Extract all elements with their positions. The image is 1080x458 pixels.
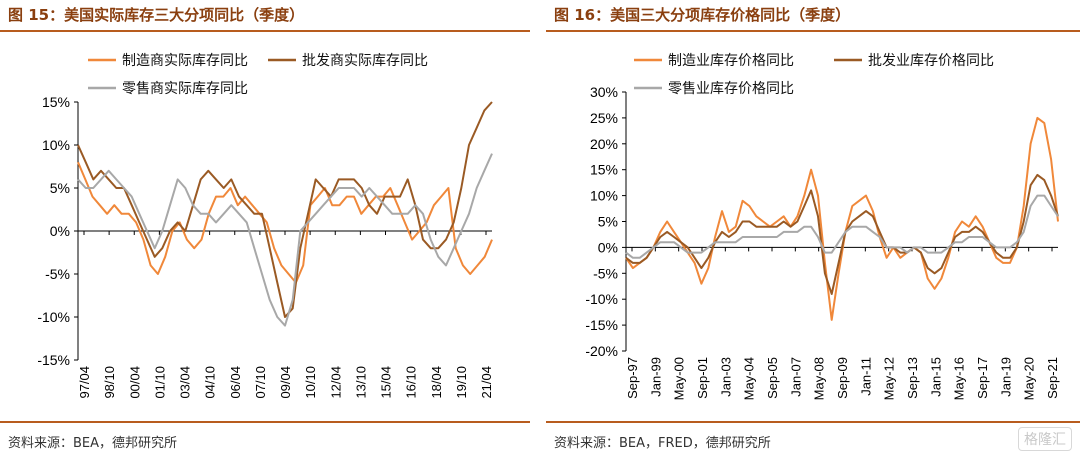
x-tick-label: 07/10 [253,366,268,399]
x-tick-label: 13/10 [353,366,368,399]
x-tick-label: 97/04 [77,366,92,399]
x-tick-label: Sep-17 [975,357,990,399]
figure-15-title: 图 15：美国实际库存三大分项同比（季度） [8,6,305,24]
y-tick-label: -20% [585,343,618,359]
legend-label: 批发业库存价格同比 [868,52,994,68]
legend-label: 批发商实际库存同比 [302,52,428,68]
source-note-left: 资料来源：BEA，德邦研究所 [8,436,178,451]
y-tick-label: 5% [50,180,70,196]
x-tick-label: May-04 [742,357,757,400]
legend-label: 制造商实际库存同比 [122,52,248,68]
title-rule-left [0,30,530,32]
y-tick-label: 0% [50,223,70,239]
y-tick-label: 20% [590,136,618,152]
x-tick-label: 03/04 [178,366,193,399]
chart-15: 15% 10% 5% 0% -5% -10% -15% 97/04 98/10 00/04 01/1… [37,52,494,399]
x-tick-label: 06/04 [228,366,243,399]
series-line-2 [77,101,493,318]
y-tick-label: -15% [37,352,70,368]
x-tick-label: Jan-03 [718,357,733,397]
y-tick-label: 10% [590,188,618,204]
y-tick-label: -10% [585,291,618,307]
legend-label: 零售业库存价格同比 [668,80,794,96]
chart-16: 30% 25% 20% 15% 10% 5% 0% -5% -10% -15% -20% Sep-97… [585,52,1060,400]
x-tick-label: Jan-15 [928,357,943,397]
x-tick-label: May-12 [882,357,897,400]
y-tick-label: -5% [593,265,618,281]
x-tick-label: Sep-05 [765,357,780,399]
bottom-rule-left [0,421,530,423]
x-tick-label: 16/10 [404,366,419,399]
bottom-rule-right [546,421,1080,423]
x-tick-label: 15/04 [379,366,394,399]
x-tick-label: Jan-99 [648,357,663,397]
x-tick-label: May-00 [672,357,687,400]
title-rule-right [546,30,1080,32]
series-line-2 [625,173,1059,295]
y-tick-label: 15% [42,94,70,110]
figure-16-title: 图 16：美国三大分项库存价格同比（季度） [554,6,851,24]
y-tick-label: -5% [45,266,70,282]
x-tick-label: 19/10 [454,366,469,399]
x-tick-label: May-16 [952,357,967,400]
series-line-1 [625,116,1059,321]
x-tick-label: Sep-97 [625,357,640,399]
y-tick-label: 15% [590,162,618,178]
watermark-logo: 格隆汇 [1018,427,1072,451]
x-tick-label: May-20 [1022,357,1037,400]
series-line-3 [77,153,493,327]
x-tick-label: 21/04 [479,366,494,399]
x-tick-label: 04/10 [203,366,218,399]
figure-16-panel: 图 16：美国三大分项库存价格同比（季度） 30% 25% 20% 15% 10% 5% 0… [546,0,1080,458]
x-tick-label: Jan-07 [788,357,803,397]
x-tick-label: 98/10 [102,366,117,399]
x-tick-label: 12/04 [328,366,343,399]
source-note-right: 资料来源：BEA，FRED，德邦研究所 [554,436,771,451]
x-tick-label: 09/04 [278,366,293,399]
x-tick-label: Jan-19 [998,357,1013,397]
y-tick-label: 5% [598,214,618,230]
y-tick-label: -10% [37,309,70,325]
series-line-1 [77,161,493,284]
x-tick-label: May-08 [812,357,827,400]
y-tick-label: 25% [590,110,618,126]
legend-label: 零售商实际库存同比 [122,80,248,96]
x-tick-label: Sep-13 [905,357,920,399]
x-tick-label: Sep-21 [1045,357,1060,399]
x-tick-label: Sep-01 [695,357,710,399]
y-tick-label: 30% [590,84,618,100]
x-tick-label: 00/04 [127,366,142,399]
y-tick-label: -15% [585,317,618,333]
figure-15-panel: 图 15：美国实际库存三大分项同比（季度） 15% 10% 5% 0% -5% -10% -… [0,0,530,458]
x-tick-label: 10/10 [303,366,318,399]
x-tick-label: Sep-09 [835,357,850,399]
x-tick-label: Jan-11 [858,357,873,396]
y-tick-label: 10% [42,137,70,153]
y-tick-label: 0% [598,239,618,255]
x-tick-label: 01/10 [152,366,167,399]
x-tick-label: 18/04 [429,366,444,399]
legend-label: 制造业库存价格同比 [668,52,794,68]
series-line-3 [625,194,1059,259]
